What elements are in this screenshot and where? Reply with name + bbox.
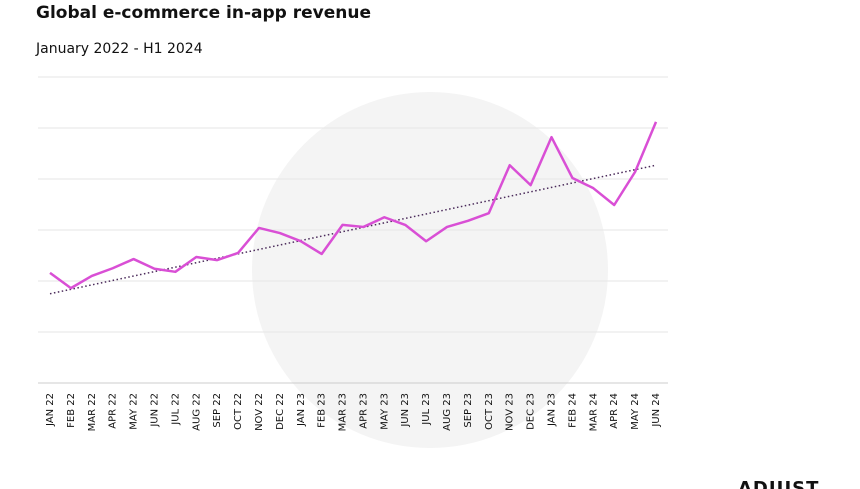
x-tick-label: MAY 22: [129, 393, 140, 430]
x-tick-label: JAN 22: [45, 393, 56, 427]
x-tick-label: OCT 23: [484, 393, 495, 430]
x-tick-label: JUL 22: [170, 393, 181, 426]
x-tick-label: OCT 22: [233, 393, 244, 430]
x-tick-label: MAY 24: [630, 393, 641, 430]
x-tick-label: FEB 23: [317, 393, 328, 428]
x-tick-label: MAR 22: [87, 393, 98, 431]
trendline: [49, 164, 657, 295]
x-tick-label: JUN 22: [149, 393, 160, 428]
x-tick-label: MAR 24: [588, 393, 599, 431]
chart-title: Global e-commerce in-app revenue: [36, 3, 371, 23]
x-tick-label: FEB 22: [66, 393, 77, 428]
brand-logo: ADJUST: [738, 478, 819, 489]
x-tick-label: APR 22: [108, 393, 119, 429]
x-tick-label: NOV 22: [254, 393, 265, 431]
x-tick-label: MAY 23: [379, 393, 390, 430]
x-tick-label: APR 23: [358, 393, 369, 429]
x-tick-label: AUG 23: [442, 393, 453, 431]
x-tick-label: SEP 22: [212, 393, 223, 428]
x-tick-label: NOV 23: [505, 393, 516, 431]
x-tick-label: JUL 23: [421, 393, 432, 426]
x-tick-label: APR 24: [609, 393, 620, 429]
x-tick-label: DEC 23: [526, 393, 537, 430]
x-tick-label: MAR 23: [338, 393, 349, 431]
watermark: [252, 92, 608, 448]
chart-subtitle: January 2022 - H1 2024: [35, 41, 203, 57]
x-tick-label: JUN 24: [651, 393, 662, 428]
x-tick-label: FEB 24: [567, 393, 578, 428]
x-tick-label: JAN 23: [547, 393, 558, 427]
x-tick-label: SEP 23: [463, 393, 474, 428]
data-line: [49, 121, 658, 290]
x-tick-label: DEC 22: [275, 393, 286, 430]
x-tick-label: JAN 23: [296, 393, 307, 427]
x-tick-label: AUG 22: [191, 393, 202, 431]
x-tick-label: JUN 23: [400, 393, 411, 428]
